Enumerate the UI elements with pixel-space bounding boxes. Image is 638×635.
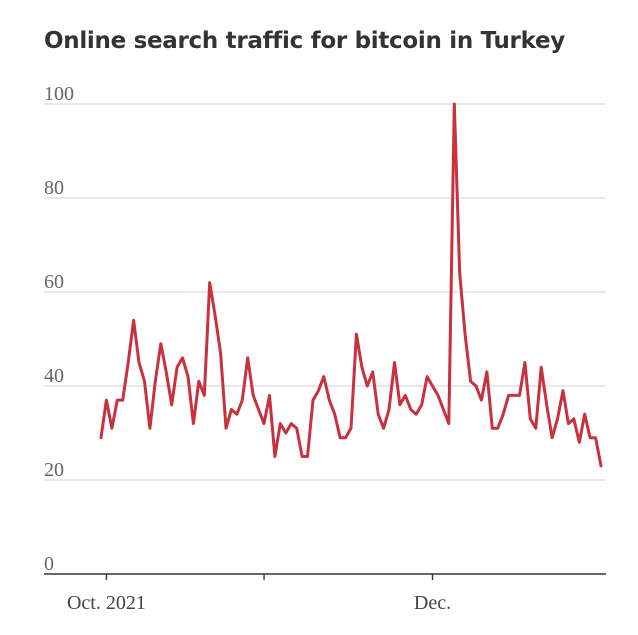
gridlines (44, 103, 606, 481)
y-tick-label-40: 40 (44, 365, 64, 387)
y-tick-label-20: 20 (44, 459, 64, 481)
y-axis-tick-labels: 0 20 40 60 80 100 (44, 83, 74, 575)
x-axis: Oct. 2021 Dec. (44, 573, 606, 614)
series-layer (99, 102, 603, 468)
x-tick-label-2: Dec. (414, 592, 451, 614)
y-tick-label-60: 60 (44, 271, 64, 293)
y-tick-label-100: 100 (44, 83, 74, 105)
chart-title: Online search traffic for bitcoin in Tur… (44, 28, 565, 54)
x-tick-label-0: Oct. 2021 (67, 592, 146, 614)
series-line (99, 102, 603, 468)
y-tick-label-0: 0 (44, 553, 54, 575)
y-tick-label-80: 80 (44, 177, 64, 199)
